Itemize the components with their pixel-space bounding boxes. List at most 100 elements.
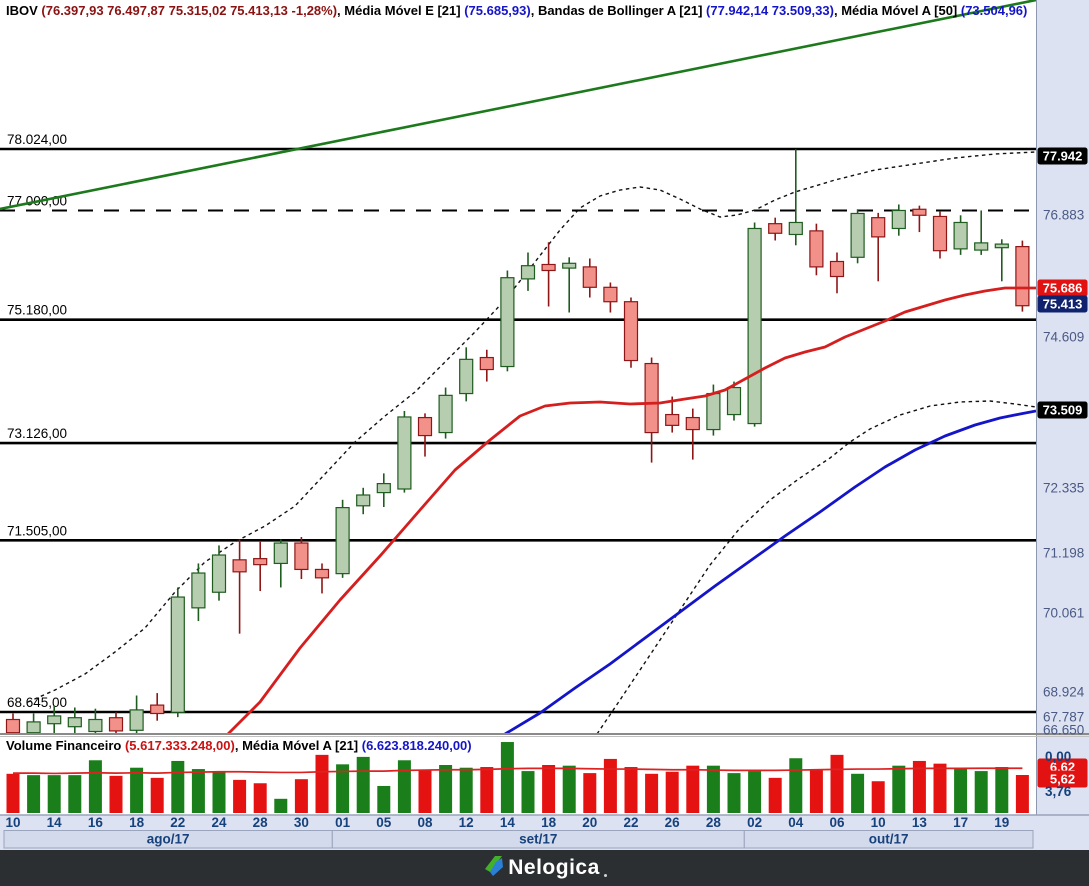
candle-body[interactable]: [768, 223, 783, 234]
candle-body[interactable]: [623, 301, 639, 362]
volume-bar[interactable]: [150, 777, 164, 813]
volume-bar[interactable]: [500, 742, 514, 813]
candle-body[interactable]: [726, 386, 742, 416]
candle-body[interactable]: [953, 221, 968, 250]
volume-bar[interactable]: [27, 775, 41, 813]
volume-bar[interactable]: [233, 779, 247, 813]
volume-bar[interactable]: [315, 754, 329, 813]
candle-body[interactable]: [932, 215, 948, 252]
candle-body[interactable]: [26, 721, 41, 733]
volume-pane-legend[interactable]: Volume Financeiro (5.617.333.248,00), Mé…: [6, 738, 472, 753]
volume-bar[interactable]: [995, 767, 1009, 813]
volume-bar[interactable]: [212, 771, 226, 813]
candle-body[interactable]: [376, 482, 391, 494]
candle-body[interactable]: [5, 718, 21, 733]
candle-body[interactable]: [974, 242, 989, 251]
volume-bar[interactable]: [356, 756, 370, 813]
volume-bar[interactable]: [892, 765, 906, 813]
candle-body[interactable]: [747, 227, 762, 425]
candle-body[interactable]: [356, 494, 371, 507]
month-box[interactable]: [743, 830, 1034, 849]
candle-body[interactable]: [850, 212, 865, 258]
volume-bar[interactable]: [480, 767, 494, 813]
candle-body[interactable]: [294, 542, 309, 571]
volume-bar[interactable]: [274, 798, 288, 813]
volume-bar[interactable]: [542, 765, 556, 813]
volume-bar[interactable]: [789, 758, 803, 813]
candle-body[interactable]: [170, 596, 185, 713]
volume-bar[interactable]: [954, 767, 968, 813]
candle-body[interactable]: [871, 217, 886, 238]
volume-bar[interactable]: [418, 769, 432, 813]
price-pane-legend[interactable]: IBOV (76.397,93 76.497,87 75.315,02 75.4…: [6, 3, 1027, 18]
candle-body[interactable]: [314, 568, 330, 579]
volume-bar[interactable]: [253, 783, 267, 813]
candle-body[interactable]: [129, 709, 144, 731]
candle-body[interactable]: [397, 416, 412, 490]
volume-bar[interactable]: [665, 771, 679, 813]
volume-bar[interactable]: [645, 773, 659, 813]
candle-body[interactable]: [644, 362, 659, 434]
volume-bar[interactable]: [377, 785, 391, 813]
candle-body[interactable]: [562, 262, 577, 269]
volume-bar[interactable]: [851, 773, 865, 813]
price-pane[interactable]: 78.024,0077.000,0075.180,0073.126,0071.5…: [0, 0, 1036, 746]
candle-body[interactable]: [788, 221, 803, 236]
candle-body[interactable]: [438, 394, 453, 434]
volume-pane[interactable]: [6, 742, 1029, 813]
volume-bar[interactable]: [912, 760, 926, 813]
volume-bar[interactable]: [562, 765, 576, 813]
volume-bar[interactable]: [748, 771, 762, 813]
volume-bar[interactable]: [336, 764, 350, 813]
candle-body[interactable]: [417, 416, 433, 437]
volume-bar[interactable]: [830, 754, 844, 813]
volume-bar[interactable]: [1015, 775, 1029, 813]
candle-body[interactable]: [459, 358, 474, 395]
mme21-line[interactable]: [227, 286, 1036, 734]
volume-bar[interactable]: [88, 760, 102, 813]
volume-bar[interactable]: [439, 765, 453, 813]
candle-body[interactable]: [253, 558, 268, 566]
volume-bar[interactable]: [47, 775, 61, 813]
candle-body[interactable]: [67, 717, 82, 728]
trend-line[interactable]: [0, 0, 1036, 211]
chart-canvas[interactable]: 78.024,0077.000,0075.180,0073.126,0071.5…: [0, 0, 1089, 850]
candle-body[interactable]: [191, 572, 206, 609]
volume-bar[interactable]: [171, 760, 185, 813]
volume-bar[interactable]: [768, 777, 782, 813]
volume-bar[interactable]: [706, 765, 720, 813]
volume-bar[interactable]: [933, 763, 947, 813]
volume-bar[interactable]: [130, 767, 144, 813]
candle-body[interactable]: [88, 718, 103, 733]
candle-body[interactable]: [994, 243, 1009, 249]
candle-body[interactable]: [273, 542, 288, 565]
volume-bar[interactable]: [6, 773, 20, 813]
volume-bar[interactable]: [727, 773, 741, 813]
candle-body[interactable]: [150, 704, 165, 715]
ma50-line[interactable]: [504, 409, 1036, 734]
volume-bar[interactable]: [809, 769, 823, 813]
candle-body[interactable]: [541, 263, 556, 272]
candle-body[interactable]: [665, 413, 680, 426]
candle-body[interactable]: [520, 265, 536, 280]
volume-bar[interactable]: [974, 771, 988, 813]
volume-bar[interactable]: [871, 781, 885, 813]
candle-body[interactable]: [479, 356, 494, 371]
volume-bar[interactable]: [583, 773, 597, 813]
volume-bar[interactable]: [191, 769, 205, 813]
candle-body[interactable]: [829, 260, 845, 278]
candle-body[interactable]: [891, 209, 906, 230]
candle-body[interactable]: [335, 507, 350, 575]
volume-bar[interactable]: [68, 775, 82, 813]
candle-body[interactable]: [603, 286, 618, 303]
volume-bar[interactable]: [397, 760, 411, 813]
volume-bar[interactable]: [624, 767, 638, 813]
candle-body[interactable]: [809, 230, 824, 268]
candle-body[interactable]: [500, 277, 515, 368]
candle-body[interactable]: [582, 266, 597, 288]
candle-body[interactable]: [47, 715, 62, 725]
candle-body[interactable]: [912, 208, 927, 216]
candle-body[interactable]: [1015, 246, 1030, 307]
candle-body[interactable]: [211, 554, 227, 593]
volume-bar[interactable]: [521, 771, 535, 813]
